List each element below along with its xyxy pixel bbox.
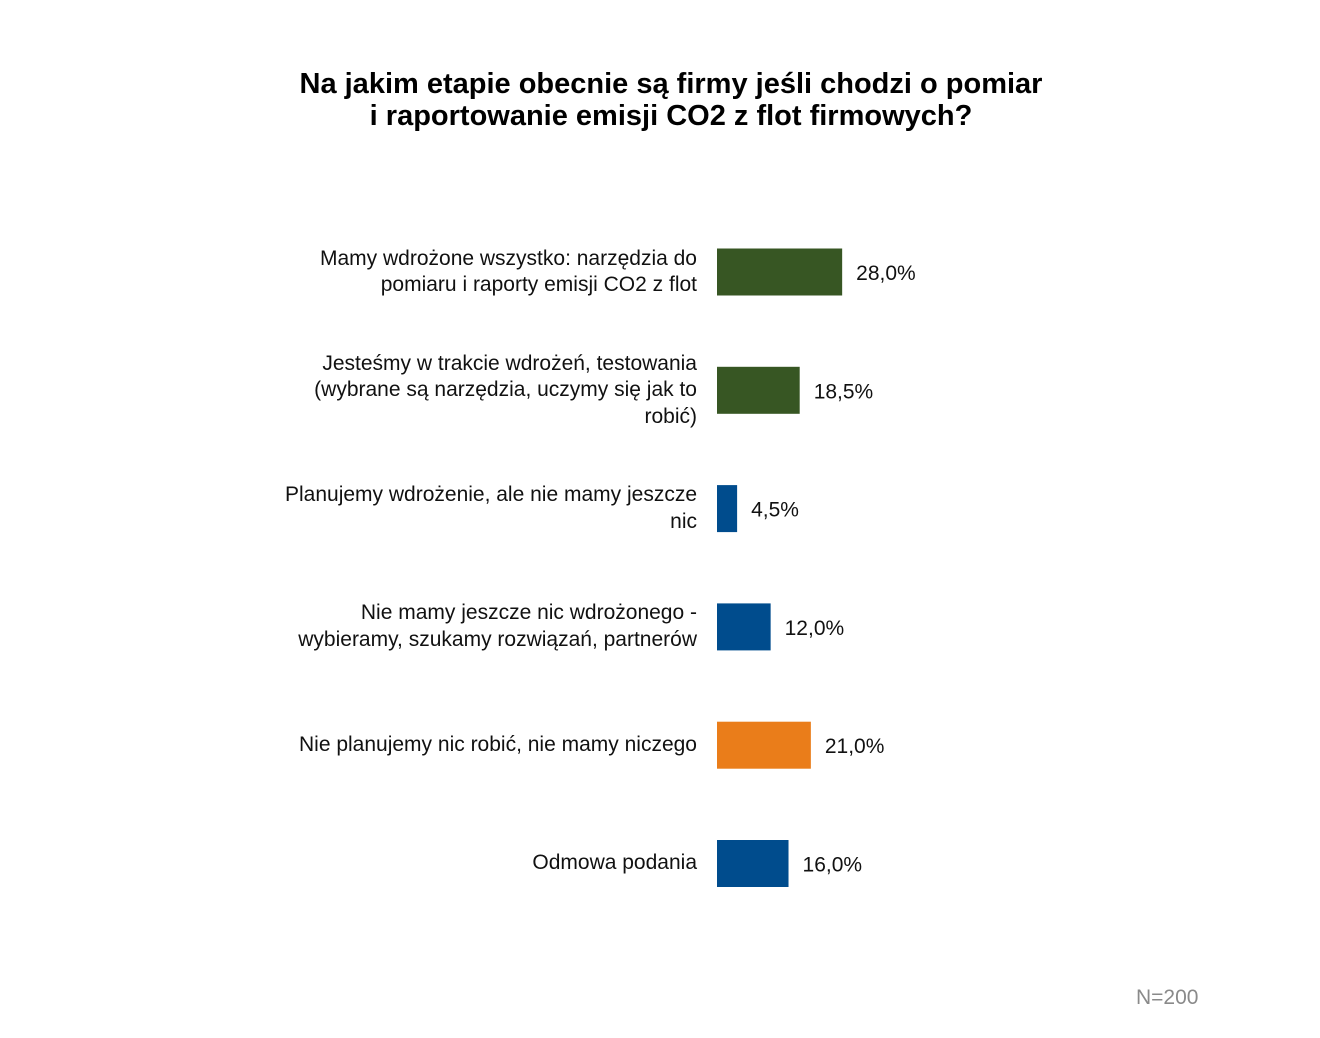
category-label-4: Nie mamy jeszcze nic wdrożonego - wybiera… — [177, 600, 697, 653]
value-label-4: 12,0% — [785, 617, 845, 640]
category-label-3-line-2: nic — [670, 509, 697, 533]
category-label-5: Nie planujemy nic robić, nie mamy niczeg… — [177, 732, 697, 759]
chart-title: Na jakim etapie obecnie są firmy jeśli c… — [0, 68, 1320, 132]
category-label-3: Planujemy wdrożenie, ale nie mamy jeszcz… — [177, 482, 697, 535]
category-label-1-line-1: Mamy wdrożone wszystko: narzędzia do — [320, 246, 697, 270]
chart-title-line-2: i raportowanie emisji CO2 z flot firmowy… — [369, 100, 973, 132]
value-label-1: 28,0% — [856, 262, 916, 285]
bar-3 — [717, 485, 738, 533]
category-label-2-line-3: robić) — [644, 404, 697, 428]
category-label-1-line-2: pomiaru i raporty emisji CO2 z flot — [380, 273, 697, 296]
value-label-3: 4,5% — [751, 499, 799, 522]
category-label-6: Odmowa podania — [177, 850, 697, 877]
value-label-2: 18,5% — [814, 380, 874, 403]
category-label-1: Mamy wdrożone wszystko: narzędzia do pomi… — [177, 246, 697, 299]
bar-1 — [717, 248, 843, 296]
category-label-2-line-1: Jesteśmy w trakcie wdrożeń, testowania — [322, 351, 697, 375]
category-label-4-line-2: wybieramy, szukamy rozwiązań, partnerów — [298, 627, 697, 651]
value-label-6: 16,0% — [803, 854, 863, 877]
chart-title-line-1: Na jakim etapie obecnie są firmy jeśli c… — [299, 68, 1043, 100]
bar-6 — [717, 840, 789, 887]
value-label-5: 21,0% — [825, 735, 885, 758]
category-label-3-line-1: Planujemy wdrożenie, ale nie mamy jeszcz… — [284, 483, 697, 507]
bar-5 — [717, 721, 811, 769]
category-label-2-line-2: (wybrane są narzędzia, uczymy się jak to — [314, 378, 697, 402]
bar-4 — [717, 603, 771, 651]
bar-2 — [717, 366, 800, 414]
category-label-6-line-1: Odmowa podania — [532, 851, 697, 875]
category-label-2: Jesteśmy w trakcie wdrożeń, testowania (w… — [177, 351, 697, 431]
sample-size-note: N=200 — [1136, 986, 1199, 1009]
category-label-5-line-1: Nie planujemy nic robić, nie mamy niczeg… — [298, 732, 697, 756]
category-label-4-line-1: Nie mamy jeszcze nic wdrożonego - — [360, 601, 697, 625]
